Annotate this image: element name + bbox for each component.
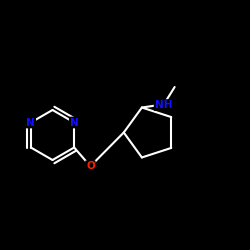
- Text: N: N: [70, 118, 78, 128]
- Text: O: O: [86, 161, 95, 171]
- Text: N: N: [26, 118, 35, 128]
- Text: NH: NH: [155, 100, 172, 110]
